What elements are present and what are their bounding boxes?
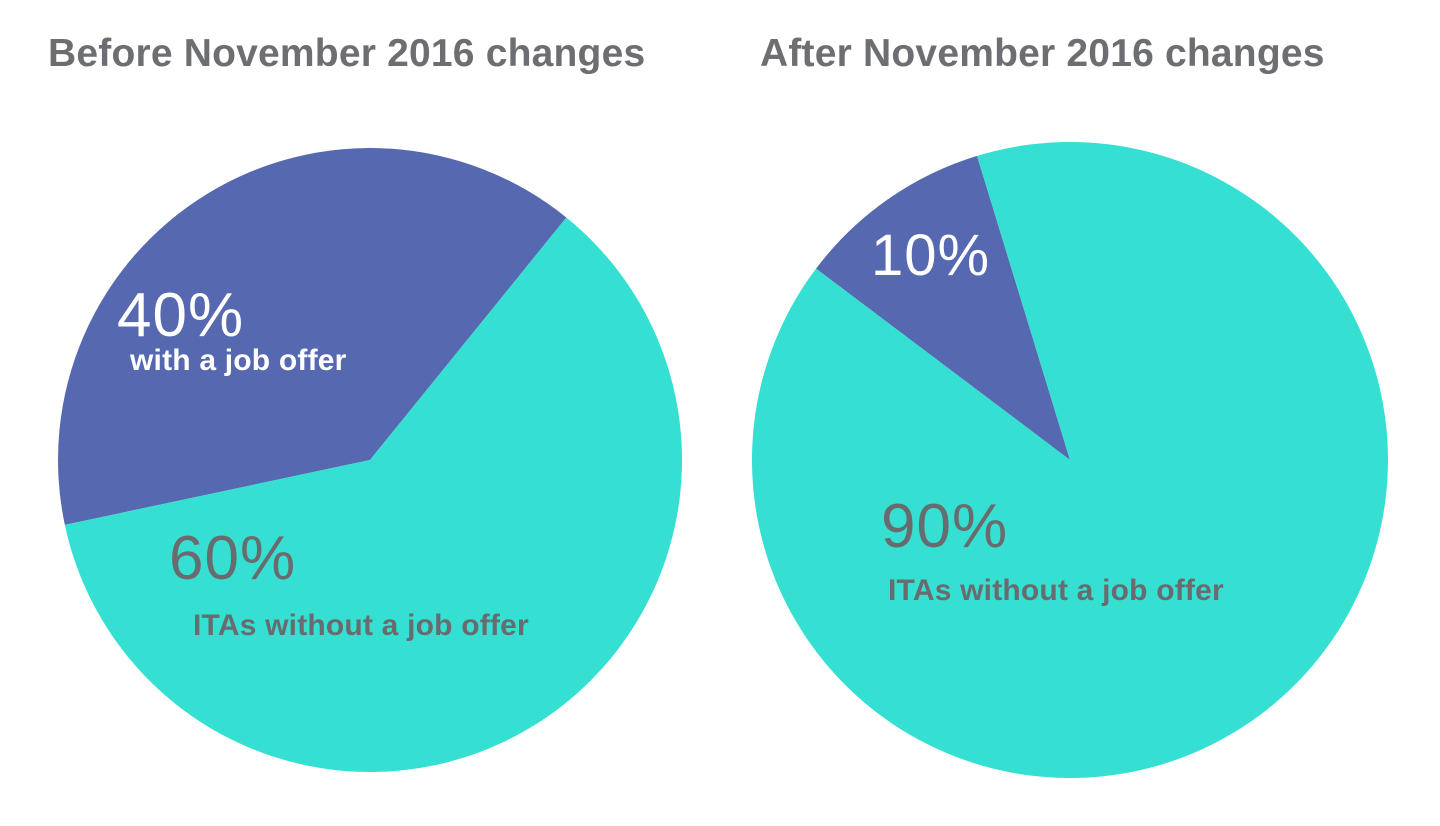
- chart-title-before: Before November 2016 changes: [48, 32, 646, 75]
- chart-title-after: After November 2016 changes: [760, 32, 1325, 75]
- pie-slice-90-pct: [752, 142, 1388, 778]
- pie-slice-60-pct: [64, 217, 682, 772]
- pie-slice-40-pct: [58, 148, 567, 525]
- pie-slice-10-pct: [816, 155, 1070, 460]
- pie-chart-after: [752, 142, 1388, 778]
- pie-chart-before: [58, 148, 682, 772]
